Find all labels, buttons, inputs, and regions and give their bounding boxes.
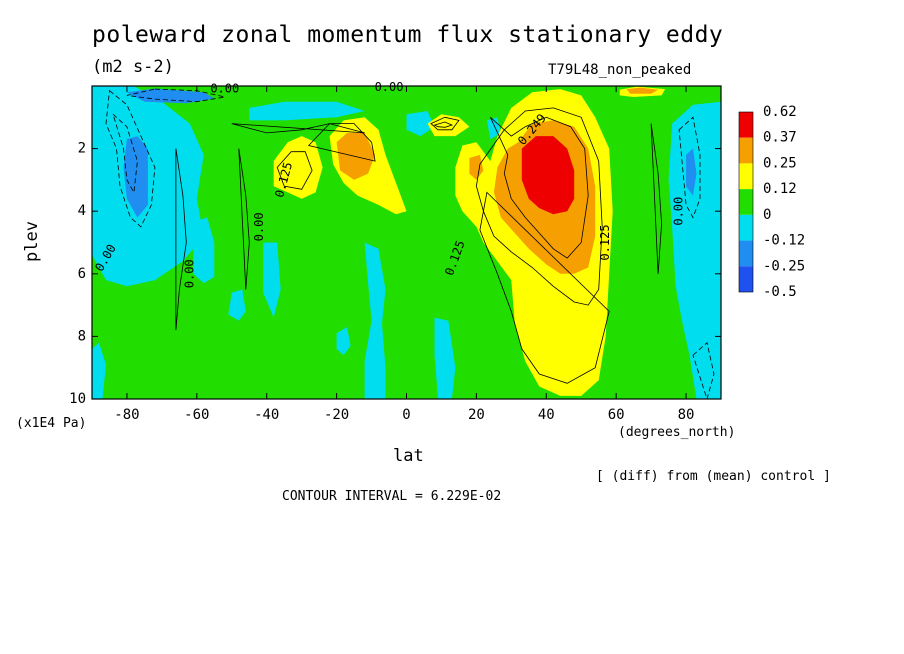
region-cyan-10 (486, 117, 501, 140)
colorbar-label-5: -0.12 (763, 233, 805, 249)
colorbar-swatch-2 (739, 163, 753, 190)
region-cyan-8 (249, 101, 365, 121)
colorbar: 0.62 0.37 0.25 0.12 0 -0.12 -0.25 -0.5 (738, 104, 805, 300)
contour-line-8 (433, 121, 454, 128)
colorbar-label-0: 0.62 (763, 104, 797, 120)
region-cyan-1 (193, 217, 215, 284)
colorbar-frame (738, 111, 754, 293)
y-axis: 2 4 6 8 10 (69, 141, 721, 407)
region-cyan-11 (668, 101, 721, 399)
x-axis: -80 -60 -40 -20 0 20 40 60 80 (114, 86, 694, 423)
region-orange-23 (469, 154, 484, 180)
x-tick-label: -20 (324, 407, 349, 423)
x-tick-label: -60 (184, 407, 209, 423)
region-yellow-17 (427, 114, 470, 137)
contour-line-3 (678, 116, 701, 219)
contour-line-15 (231, 123, 365, 134)
region-cyan-7 (434, 317, 456, 399)
y-tick-label: 8 (78, 328, 86, 344)
x-tick-label: 0 (402, 407, 410, 423)
y-tick-label: 6 (78, 266, 86, 282)
contour-line-9 (490, 116, 589, 259)
colorbar-swatch-0 (739, 112, 753, 138)
contour-interval: CONTOUR INTERVAL = 6.229E-02 (282, 489, 502, 504)
colorbar-swatch-3 (739, 189, 753, 215)
colorbar-swatch-4 (739, 214, 753, 241)
contour-line-7 (430, 116, 460, 131)
contour-line-10 (475, 107, 603, 306)
colorbar-swatch-6 (739, 266, 753, 292)
region-blue_mid-12 (126, 88, 215, 104)
y-tick-label: 4 (78, 203, 86, 219)
filled-contour-regions (92, 86, 721, 399)
contour-line-5 (276, 151, 313, 190)
y-axis-unit: (x1E4 Pa) (16, 416, 87, 431)
colorbar-label-2: 0.25 (763, 155, 797, 171)
region-cyan-6 (336, 327, 351, 356)
contour-label-1: 0.00 (375, 80, 404, 94)
colorbar-swatch-1 (739, 137, 753, 164)
region-cyan-2 (92, 342, 106, 399)
x-axis-label: lat (393, 446, 424, 466)
x-tick-label: 40 (538, 407, 555, 423)
x-tick-label: -40 (254, 407, 279, 423)
contour-label-6: 0.00 (182, 259, 196, 288)
x-axis-unit: (degrees_north) (618, 425, 736, 440)
region-yellow-15 (273, 136, 323, 199)
run-label: T79L48_non_peaked (548, 62, 692, 78)
colorbar-label-7: -0.5 (763, 284, 797, 300)
colorbar-label-6: -0.25 (763, 258, 805, 274)
colorbar-label-3: 0.12 (763, 181, 797, 197)
contour-line-12 (238, 148, 250, 290)
contour-line-0 (105, 89, 156, 228)
contour-label-4: 0.00 (252, 212, 266, 241)
contour-line-4 (692, 341, 715, 399)
colorbar-label-4: 0 (763, 207, 771, 223)
contour-label-9: 0.00 (672, 197, 686, 226)
colorbar-swatch-5 (739, 240, 753, 267)
x-tick-label: 60 (608, 407, 625, 423)
contour-label-0: 0.00 (210, 82, 239, 96)
contour-lines (105, 88, 715, 399)
chart-units: (m2 s-2) (92, 57, 174, 77)
contour-line-13 (175, 148, 187, 331)
contour-line-14 (650, 123, 663, 274)
y-tick-label: 10 (69, 391, 86, 407)
x-tick-label: 20 (468, 407, 485, 423)
region-blue_mid-13 (123, 136, 148, 218)
diff-note: [ (diff) from (mean) control ] (596, 469, 831, 484)
region-cyan-9 (406, 111, 435, 137)
region-blue_mid-14 (686, 148, 697, 196)
x-tick-label: -80 (114, 407, 139, 423)
region-orange-24 (626, 87, 659, 94)
y-axis-label: plev (22, 221, 42, 262)
chart-title: poleward zonal momentum flux stationary … (92, 22, 724, 48)
contour-line-1 (112, 112, 138, 194)
x-tick-label: 80 (678, 407, 695, 423)
y-tick-label: 2 (78, 141, 86, 157)
region-red-25 (521, 136, 575, 215)
region-cyan-5 (364, 242, 386, 399)
contour-line-11 (479, 191, 610, 384)
contour-label-8: 0.125 (598, 224, 612, 260)
region-cyan-3 (228, 289, 246, 321)
colorbar-label-1: 0.37 (763, 130, 797, 146)
region-cyan-4 (263, 242, 281, 318)
